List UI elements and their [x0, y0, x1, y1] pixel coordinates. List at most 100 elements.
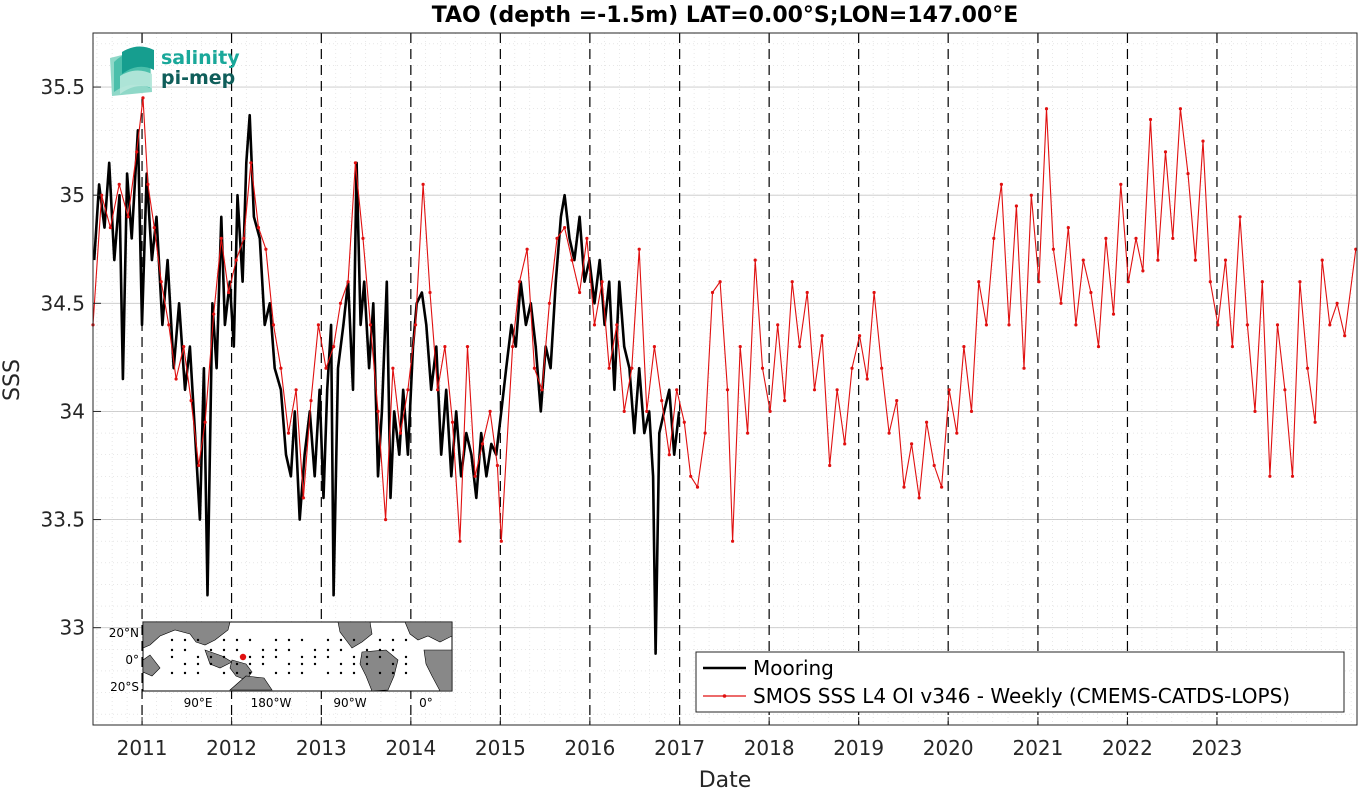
data-point-smos [1022, 366, 1026, 370]
inset-buoy-dot [391, 638, 395, 642]
data-point-smos [746, 431, 750, 435]
data-point-smos [1320, 258, 1324, 262]
data-point-smos [969, 409, 974, 413]
inset-buoy-dot [352, 671, 356, 675]
data-point-smos [880, 366, 884, 370]
inset-buoy-dot [300, 662, 304, 666]
inset-buoy-dot [365, 648, 369, 652]
data-point-smos [1163, 150, 1168, 154]
inset-buoy-dot [391, 671, 395, 675]
data-point-smos [108, 226, 112, 230]
data-point-smos [338, 301, 343, 305]
inset-buoy-dot [404, 671, 408, 675]
legend-swatch-smos-marker [722, 694, 727, 698]
data-point-smos [760, 366, 765, 370]
inset-buoy-dot [196, 638, 200, 642]
data-point-smos [1208, 280, 1212, 284]
data-point-smos [932, 463, 936, 468]
inset-buoy-dot [313, 648, 317, 652]
legend: Mooring SMOS SSS L4 OI v346 - Weekly (CM… [695, 651, 1345, 713]
data-point-smos [376, 409, 380, 413]
data-point-smos [910, 442, 914, 446]
inset-buoy-dot [339, 638, 343, 642]
inset-buoy-dot [391, 648, 395, 652]
inset-buoy-dot [313, 655, 317, 659]
data-point-smos [1104, 236, 1108, 240]
data-point-smos [286, 431, 291, 435]
data-point-smos [1283, 388, 1287, 392]
inset-buoy-dot [196, 655, 200, 659]
x-tick-label: 2022 [1102, 736, 1153, 760]
inset-buoy-dot [222, 655, 226, 659]
logo-wave-icon [110, 46, 154, 96]
data-point-smos [592, 323, 597, 327]
data-point-smos [406, 388, 410, 392]
inset-buoy-dot [261, 662, 265, 666]
data-point-smos [768, 409, 772, 413]
data-point-smos [578, 290, 582, 295]
data-point-smos [1007, 323, 1011, 327]
data-point-smos [1238, 215, 1242, 219]
data-point-smos [999, 182, 1004, 186]
data-point-smos [309, 399, 313, 403]
y-tick-label: 33 [60, 616, 85, 640]
data-point-smos [865, 377, 869, 381]
inset-buoy-dot [222, 648, 226, 652]
data-point-smos [126, 215, 130, 219]
inset-buoy-dot [378, 655, 382, 659]
inset-buoy-dot [326, 638, 330, 642]
x-tick-label: 2014 [385, 736, 436, 760]
data-point-smos [725, 388, 730, 392]
x-tick-label: 2015 [475, 736, 526, 760]
data-point-smos [294, 388, 298, 392]
data-point-smos [450, 420, 455, 424]
inset-buoy-dot [300, 638, 304, 642]
data-point-smos [189, 399, 193, 403]
inset-buoy-dot [235, 671, 239, 675]
inset-buoy-dot [183, 648, 187, 652]
data-point-smos [992, 236, 996, 240]
data-point-smos [1343, 334, 1347, 338]
y-tick-label: 33.5 [40, 508, 85, 532]
inset-buoy-dot [326, 655, 330, 659]
data-point-smos [812, 388, 817, 392]
data-point-smos [271, 323, 276, 327]
data-point-smos [805, 290, 809, 295]
data-point-smos [1201, 139, 1205, 143]
data-point-smos [710, 290, 715, 295]
inset-buoy-dot [248, 638, 252, 642]
data-point-smos [499, 539, 503, 543]
x-axis-title: Date [699, 768, 752, 790]
inset-buoy-dot [222, 638, 226, 642]
inset-buoy-dot [352, 662, 356, 666]
data-point-smos [585, 236, 589, 240]
data-point-smos [324, 366, 328, 370]
data-point-smos [242, 236, 246, 240]
data-point-smos [174, 377, 178, 381]
data-point-smos [1216, 323, 1220, 327]
data-point-smos [1193, 258, 1197, 262]
data-point-smos [600, 280, 604, 284]
data-point-smos [473, 474, 477, 478]
data-point-smos [858, 334, 862, 338]
y-tick-label: 35 [60, 183, 85, 207]
data-point-smos [413, 323, 418, 327]
data-point-smos [465, 345, 470, 349]
data-point-smos [689, 474, 693, 478]
data-point-smos [1178, 107, 1182, 111]
data-point-smos [197, 463, 201, 468]
inset-buoy-dot [183, 671, 187, 675]
data-point-smos [1074, 323, 1078, 327]
inset-buoy-dot [378, 648, 382, 652]
data-point-smos [219, 236, 223, 240]
inset-buoy-dot [404, 662, 408, 666]
data-point-smos [1253, 409, 1257, 413]
data-point-smos [955, 431, 959, 435]
data-point-smos [256, 226, 261, 230]
data-point-smos [675, 388, 679, 392]
legend-label-smos: SMOS SSS L4 OI v346 - Weekly (CMEMS-CATD… [753, 684, 1290, 708]
inset-buoy-dot [326, 648, 330, 652]
data-point-smos [1305, 366, 1310, 370]
x-tick-label: 2017 [654, 736, 705, 760]
x-tick-label: 2021 [1012, 736, 1063, 760]
